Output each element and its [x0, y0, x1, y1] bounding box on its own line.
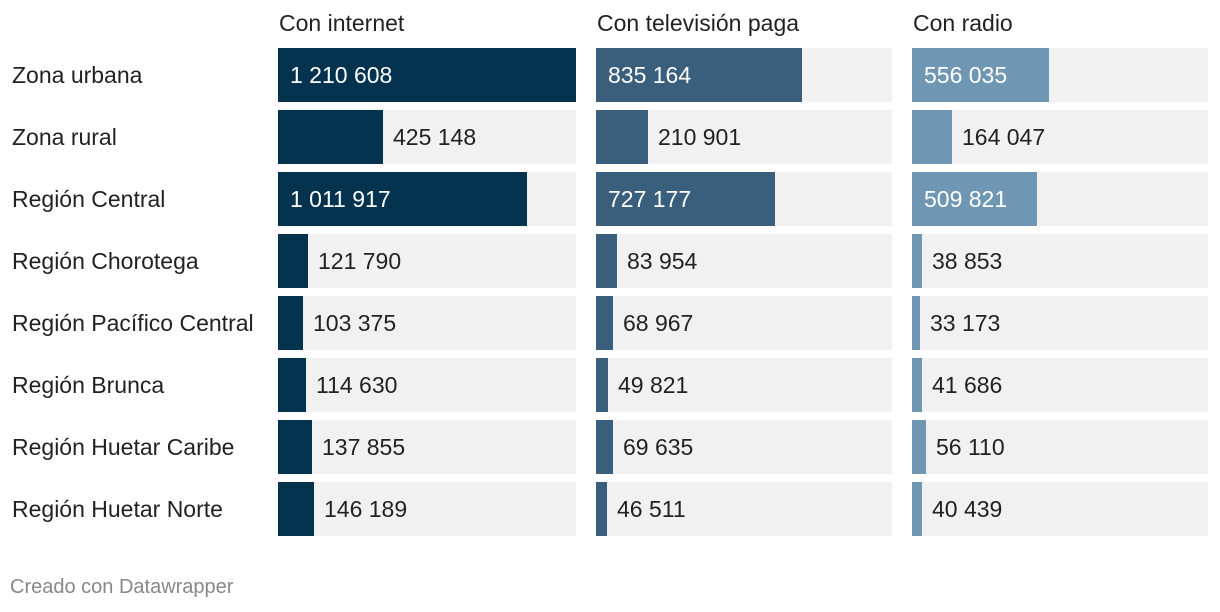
row-label: Zona urbana [12, 62, 143, 88]
row-label: Región Huetar Caribe [12, 434, 235, 460]
value-label: 556 035 [924, 62, 1008, 88]
value-label: 46 511 [617, 496, 686, 522]
row-label: Región Brunca [12, 372, 165, 398]
value-label: 425 148 [393, 124, 477, 150]
value-label: 1 210 608 [290, 62, 393, 88]
bar [278, 420, 312, 474]
row-label: Región Huetar Norte [12, 496, 223, 522]
value-label: 69 635 [623, 434, 694, 460]
bar [912, 110, 952, 164]
row-label: Región Chorotega [12, 248, 199, 274]
value-label: 1 011 917 [290, 186, 391, 212]
bar [912, 358, 922, 412]
bar-cell: 40 439 [912, 482, 1208, 536]
value-label: 41 686 [932, 372, 1003, 398]
bar [596, 234, 617, 288]
value-label: 68 967 [623, 310, 694, 336]
value-label: 509 821 [924, 186, 1008, 212]
bar [278, 482, 314, 536]
bar [278, 172, 527, 226]
bar [912, 420, 926, 474]
bar-cell: 727 177 [596, 172, 892, 226]
row-label: Región Pacífico Central [12, 310, 254, 336]
value-label: 103 375 [313, 310, 397, 336]
bar [278, 48, 576, 102]
column-header-1: Con televisión paga [597, 10, 800, 36]
bar [912, 234, 922, 288]
value-label: 56 110 [936, 434, 1005, 460]
bar [596, 482, 607, 536]
bar-cell: 56 110 [912, 420, 1208, 474]
row-label: Región Central [12, 186, 166, 212]
bar [912, 482, 922, 536]
bar-cell: 146 189 [278, 482, 576, 536]
bar-cell: 46 511 [596, 482, 892, 536]
bar-cell: 835 164 [596, 48, 892, 102]
value-label: 146 189 [324, 496, 408, 522]
footer-credit: Creado con Datawrapper [10, 576, 234, 598]
bar [596, 172, 775, 226]
column-header-0: Con internet [279, 10, 405, 36]
bar-cell: 68 967 [596, 296, 892, 350]
bar [596, 358, 608, 412]
bar [278, 234, 308, 288]
row-label: Zona rural [12, 124, 117, 150]
value-label: 210 901 [658, 124, 742, 150]
bar-cell: 509 821 [912, 172, 1208, 226]
bar-cell: 38 853 [912, 234, 1208, 288]
bar-cell: 556 035 [912, 48, 1208, 102]
bar [596, 110, 648, 164]
bar [912, 48, 1049, 102]
value-label: 164 047 [962, 124, 1046, 150]
value-label: 121 790 [318, 248, 402, 274]
column-header-2: Con radio [913, 10, 1013, 36]
bar [596, 48, 802, 102]
bar-cell: 41 686 [912, 358, 1208, 412]
value-label: 38 853 [932, 248, 1003, 274]
bar-cell: 114 630 [278, 358, 576, 412]
value-label: 40 439 [932, 496, 1003, 522]
bar [278, 110, 383, 164]
bar [278, 358, 306, 412]
value-label: 114 630 [316, 372, 398, 398]
bar-cell: 137 855 [278, 420, 576, 474]
value-label: 83 954 [627, 248, 698, 274]
bar-cell: 103 375 [278, 296, 576, 350]
bar-cell: 210 901 [596, 110, 892, 164]
bar-cell: 164 047 [912, 110, 1208, 164]
bar [596, 296, 613, 350]
bar [596, 420, 613, 474]
bar [912, 172, 1037, 226]
bar-cell: 33 173 [912, 296, 1208, 350]
bar [912, 296, 920, 350]
bar-cell: 83 954 [596, 234, 892, 288]
bar-cell: 1 011 917 [278, 172, 576, 226]
bar-cell: 425 148 [278, 110, 576, 164]
bar-cell: 121 790 [278, 234, 576, 288]
value-label: 727 177 [608, 186, 692, 212]
bar-cell: 69 635 [596, 420, 892, 474]
value-label: 33 173 [930, 310, 1001, 336]
value-label: 137 855 [322, 434, 406, 460]
value-label: 49 821 [618, 372, 689, 398]
value-label: 835 164 [608, 62, 692, 88]
bar [278, 296, 303, 350]
bar-cell: 49 821 [596, 358, 892, 412]
bar-cell: 1 210 608 [278, 48, 576, 102]
